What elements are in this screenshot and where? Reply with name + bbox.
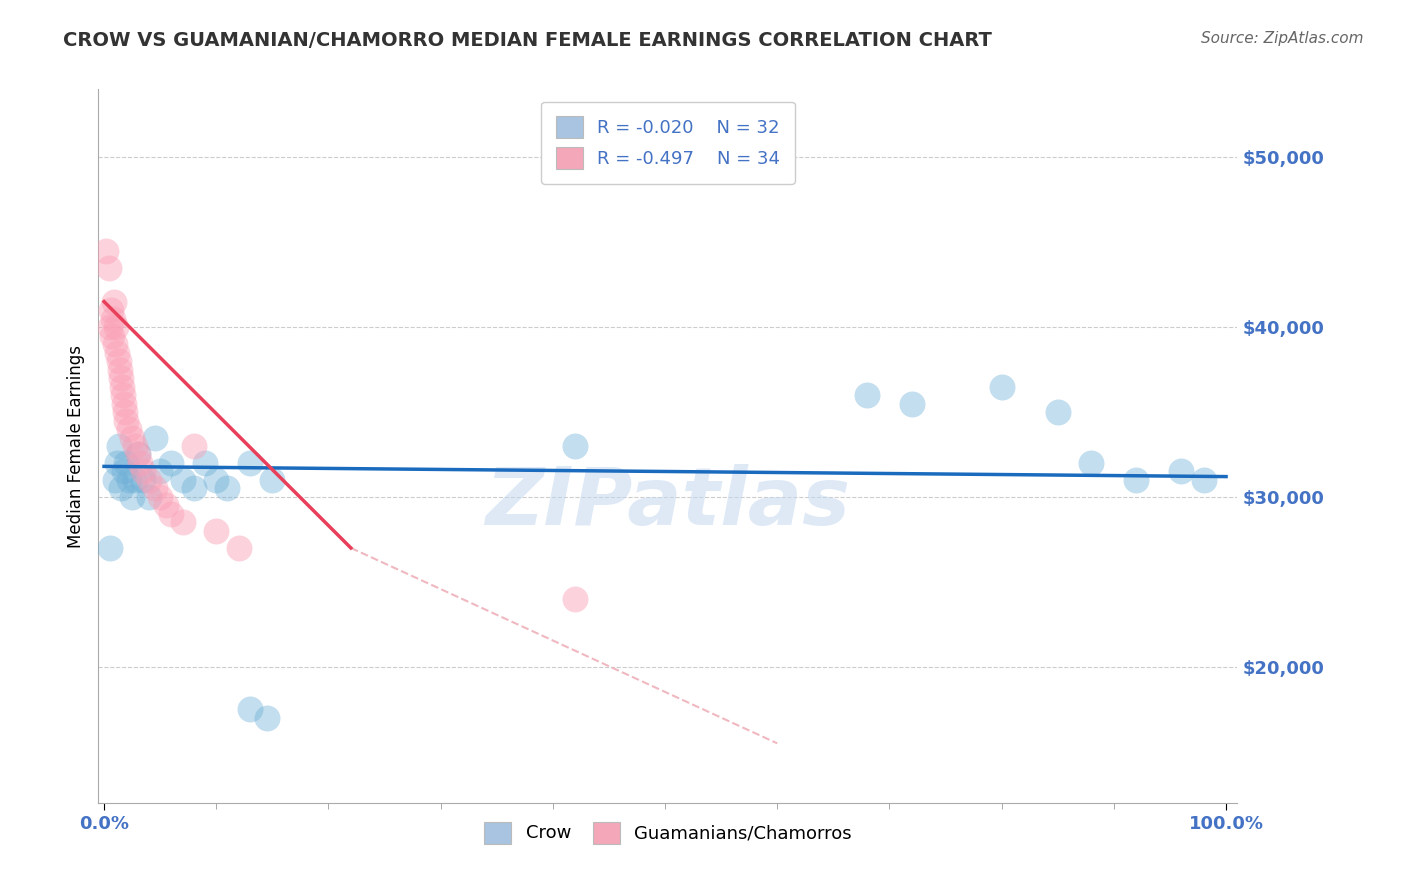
Point [112,388,135,402]
Point [127,448,149,462]
Point [129,456,152,470]
Point [97,260,120,275]
Point [107,354,129,368]
Point [124,473,146,487]
Point [124,439,146,453]
Point [98,320,121,334]
Point [108,362,131,376]
Point [901,396,924,410]
Point [194,456,217,470]
Point [564,591,586,606]
Point [256,711,278,725]
Point [104,473,127,487]
Point [121,490,143,504]
Point [183,482,205,496]
Point [564,439,586,453]
Point [990,379,1012,393]
Point [111,379,134,393]
Point [160,456,183,470]
Point [132,465,155,479]
Point [107,439,129,453]
Point [1192,473,1215,487]
Text: Source: ZipAtlas.com: Source: ZipAtlas.com [1201,31,1364,46]
Point [115,413,138,427]
Point [172,473,194,487]
Point [1170,465,1192,479]
Point [98,541,121,555]
Point [143,430,166,444]
Y-axis label: Median Female Earnings: Median Female Earnings [66,344,84,548]
Point [107,345,129,359]
Text: ZIPatlas: ZIPatlas [485,464,851,542]
Point [1080,456,1102,470]
Point [1125,473,1147,487]
Point [105,320,128,334]
Point [172,516,194,530]
Point [114,405,136,419]
Point [228,541,250,555]
Point [155,499,177,513]
Point [143,482,166,496]
Point [121,430,143,444]
Point [107,456,129,470]
Point [101,311,124,326]
Point [103,294,125,309]
Point [205,524,228,538]
Point [112,396,135,410]
Point [100,303,122,318]
Point [239,456,262,470]
Point [239,702,262,716]
Point [118,422,141,436]
Text: CROW VS GUAMANIAN/CHAMORRO MEDIAN FEMALE EARNINGS CORRELATION CHART: CROW VS GUAMANIAN/CHAMORRO MEDIAN FEMALE… [63,31,993,50]
Point [149,490,172,504]
Legend: Crow, Guamanians/Chamorros: Crow, Guamanians/Chamorros [470,807,866,858]
Point [160,507,183,521]
Point [104,337,127,351]
Point [1046,405,1069,419]
Point [112,465,135,479]
Point [110,371,132,385]
Point [110,482,132,496]
Point [856,388,879,402]
Point [205,473,228,487]
Point [183,439,205,453]
Point [138,490,160,504]
Point [262,473,284,487]
Point [149,465,172,479]
Point [115,456,138,470]
Point [96,244,118,258]
Point [217,482,239,496]
Point [138,473,160,487]
Point [101,328,124,343]
Point [127,448,149,462]
Point [132,473,155,487]
Point [118,473,141,487]
